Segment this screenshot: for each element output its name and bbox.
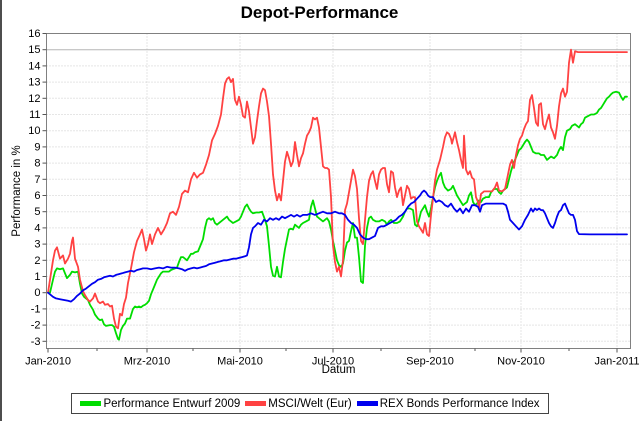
legend-item-1: MSCI/Welt (Eur) — [245, 398, 352, 410]
legend: Performance Entwurf 2009 MSCI/Welt (Eur) R… — [71, 393, 549, 414]
y-tick-label: 6 — [34, 190, 40, 202]
y-tick-label: 0 — [34, 287, 40, 299]
y-tick-label: 16 — [28, 28, 40, 40]
series-line-2 — [47, 189, 628, 303]
x-tick-label: Nov-2010 — [497, 356, 545, 368]
y-tick-label: 14 — [28, 60, 40, 72]
x-tick-label: Mai-2010 — [217, 356, 263, 368]
y-tick-label: 12 — [28, 93, 40, 105]
x-tick-label: Mrz-2010 — [124, 356, 170, 368]
y-tick-label: -3 — [31, 336, 41, 348]
y-tick-label: -1 — [31, 303, 41, 315]
y-tick-label: 13 — [28, 77, 40, 89]
legend-label: REX Bonds Performance Index — [379, 397, 540, 410]
y-tick-label: 15 — [28, 44, 40, 56]
legend-label: Performance Entwurf 2009 — [103, 397, 241, 410]
x-tick-label: Jan-2010 — [25, 356, 71, 368]
legend-swatch-icon — [245, 401, 267, 406]
y-tick-label: 4 — [34, 222, 40, 234]
y-tick-label: 7 — [34, 174, 40, 186]
y-tick-label: 3 — [34, 239, 40, 251]
y-tick-label: -2 — [31, 320, 41, 332]
y-tick-label: 2 — [34, 255, 40, 267]
y-tick-label: 5 — [34, 206, 40, 218]
legend-swatch-icon — [356, 401, 378, 406]
plot-frame — [46, 33, 631, 349]
y-tick-label: 8 — [34, 158, 40, 170]
y-axis-title: Performance in % — [11, 145, 23, 237]
legend-item-2: REX Bonds Performance Index — [356, 397, 540, 410]
y-tick-label: 9 — [34, 141, 40, 153]
legend-item-0: Performance Entwurf 2009 — [80, 398, 240, 410]
x-tick-label: Jan-2011 — [594, 356, 639, 368]
y-tick-label: 1 — [34, 271, 40, 283]
window-left-edge — [0, 0, 2, 421]
series-line-1 — [47, 48, 628, 330]
series-line-0 — [47, 90, 628, 341]
chart-title: Depot-Performance — [240, 3, 399, 22]
x-axis-title: Datum — [321, 364, 356, 376]
legend-swatch-icon — [80, 401, 102, 406]
y-tick-label: 11 — [29, 109, 40, 121]
x-tick-label: Jul-2010 — [312, 356, 354, 368]
legend-label: MSCI/Welt (Eur) — [268, 397, 352, 410]
y-tick-label: 10 — [28, 125, 40, 137]
x-tick-label: Sep-2010 — [406, 356, 454, 368]
